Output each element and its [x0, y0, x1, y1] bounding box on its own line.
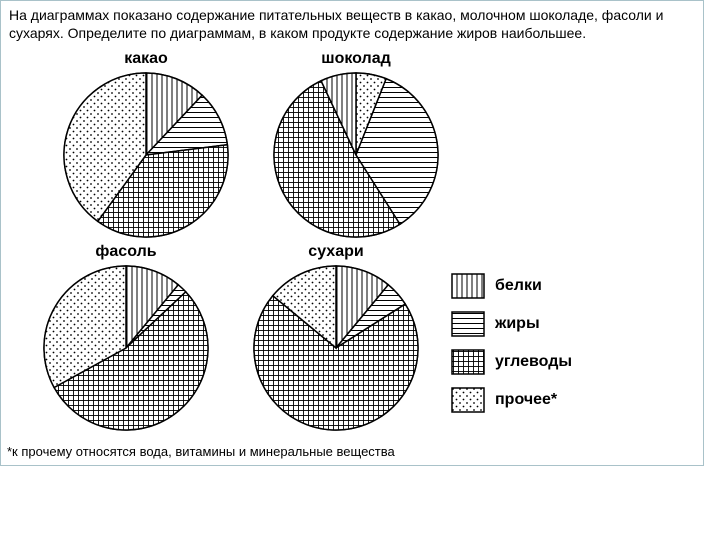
chart-cell-kakao: какао — [41, 50, 251, 243]
chart-cell-shokolad: шоколад — [251, 50, 461, 243]
pie-chart-suhari — [251, 263, 421, 433]
pie-chart-shokolad — [271, 70, 441, 240]
legend-label-carbs: углеводы — [495, 353, 572, 371]
legend-swatch-carbs — [451, 349, 485, 375]
chart-title-fasol: фасоль — [21, 243, 231, 261]
legend-swatch-other — [451, 387, 485, 413]
footnote-text: *к прочему относятся вода, витамины и ми… — [1, 440, 703, 465]
chart-cell-fasol: фасоль — [21, 243, 231, 436]
legend-item-other: прочее* — [451, 387, 572, 413]
charts-row-2: фасольсухари белки жиры углеводы прочее* — [1, 243, 703, 436]
legend-item-protein: белки — [451, 273, 572, 299]
problem-frame: На диаграммах показано содержание питате… — [0, 0, 704, 466]
question-text: На диаграммах показано содержание питате… — [1, 1, 703, 46]
legend-item-carbs: углеводы — [451, 349, 572, 375]
legend-swatch-protein — [451, 273, 485, 299]
legend-label-fat: жиры — [495, 315, 540, 333]
chart-title-kakao: какао — [41, 50, 251, 68]
legend-label-other: прочее* — [495, 391, 557, 409]
chart-title-suhari: сухари — [231, 243, 441, 261]
charts-area: какаошоколад фасольсухари белки жиры углево… — [1, 46, 703, 440]
pie-chart-kakao — [61, 70, 231, 240]
legend-item-fat: жиры — [451, 311, 572, 337]
chart-title-shokolad: шоколад — [251, 50, 461, 68]
legend: белки жиры углеводы прочее* — [451, 273, 572, 413]
charts-row-1: какаошоколад — [1, 50, 703, 243]
legend-label-protein: белки — [495, 277, 542, 295]
legend-swatch-fat — [451, 311, 485, 337]
pie-chart-fasol — [41, 263, 211, 433]
chart-cell-suhari: сухари — [231, 243, 441, 436]
